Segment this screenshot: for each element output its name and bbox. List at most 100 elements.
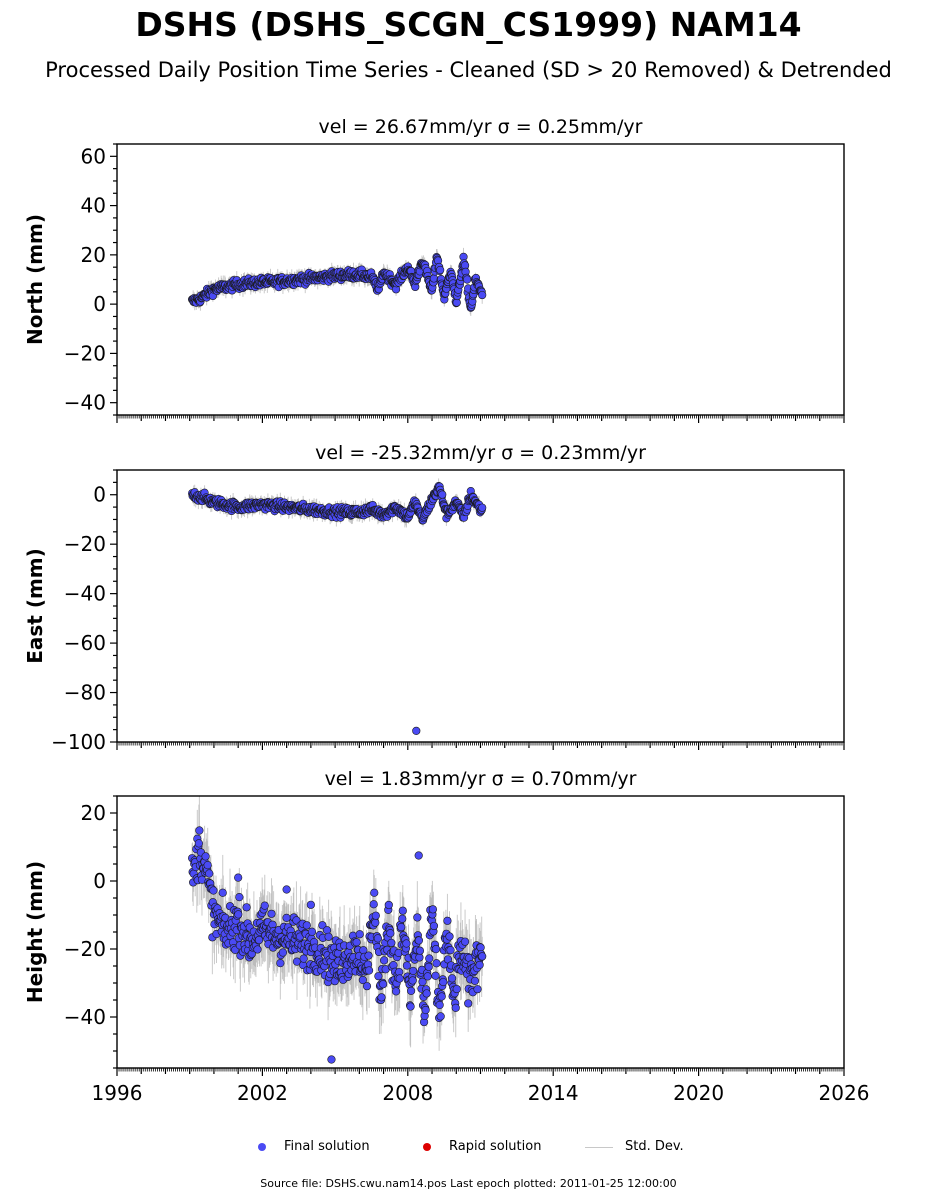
data-point (380, 956, 389, 965)
data-point (391, 987, 401, 996)
footer-source: Source file: DSHS.cwu.nam14.pos Last epo… (260, 1177, 677, 1190)
data-point (431, 945, 441, 954)
data-point (414, 936, 423, 945)
data-point (371, 918, 380, 927)
data-point (418, 977, 427, 986)
data-point (398, 906, 407, 915)
data-point (409, 966, 418, 976)
x-tick-label: 2026 (819, 1081, 870, 1105)
data-point (276, 959, 285, 968)
legend-std-label: Std. Dev. (625, 1139, 684, 1154)
data-point (373, 934, 382, 943)
data-point (292, 957, 302, 966)
data-point (209, 886, 218, 895)
data-point (439, 977, 448, 987)
data-point (429, 921, 439, 931)
data-point (438, 490, 447, 499)
chart-title: DSHS (DSHS_SCGN_CS1999) NAM14 (135, 5, 802, 44)
data-point (415, 953, 424, 962)
data-point (195, 826, 204, 835)
data-point (378, 980, 388, 989)
data-point (397, 923, 406, 932)
x-tick-label: 2020 (673, 1081, 724, 1105)
data-point (445, 932, 454, 941)
data-point (352, 938, 361, 947)
data-point (437, 992, 446, 1001)
data-point (398, 914, 407, 923)
data-point (318, 921, 327, 930)
data-point (282, 913, 291, 922)
data-point (413, 913, 422, 922)
data-point (364, 966, 374, 975)
data-point (254, 935, 264, 945)
data-point (307, 927, 317, 936)
data-point (451, 1003, 460, 1012)
y-tick-label: −40 (64, 582, 106, 606)
y-tick-label: −80 (64, 681, 106, 705)
panel-title: vel = 1.83mm/yr σ = 0.70mm/yr (325, 768, 637, 790)
outlier-point (412, 726, 421, 735)
y-axis-label: Height (mm) (23, 861, 47, 1003)
panel-height: vel = 1.83mm/yr σ = 0.70mm/yr Height (mm)… (23, 768, 869, 1105)
data-point (235, 893, 244, 902)
data-point (355, 930, 364, 939)
data-point (201, 852, 210, 861)
x-tick-label: 2002 (237, 1081, 288, 1105)
data-point (402, 961, 412, 970)
y-tick-label: 40 (81, 194, 106, 218)
data-point (478, 290, 487, 300)
data-point (431, 971, 440, 980)
data-point (406, 1002, 415, 1011)
panel-title: vel = -25.32mm/yr σ = 0.23mm/yr (315, 442, 646, 464)
y-axis-label: East (mm) (23, 548, 47, 664)
data-point (395, 974, 404, 983)
outlier-point (327, 1055, 336, 1064)
data-point (478, 503, 487, 512)
data-point (425, 954, 434, 963)
data-point (473, 985, 482, 994)
y-tick-label: 0 (93, 869, 106, 893)
data-point (218, 888, 227, 897)
y-tick-label: 0 (93, 483, 106, 507)
y-tick-label: −100 (51, 730, 106, 754)
data-point (415, 946, 425, 955)
y-tick-label: −20 (64, 532, 106, 556)
rapid-marker-icon (423, 1143, 431, 1151)
data-point (242, 903, 251, 912)
data-point (447, 974, 457, 983)
legend-rapid-label: Rapid solution (449, 1139, 542, 1154)
panel-north: vel = 26.67mm/yr σ = 0.25mm/yr North (mm)… (23, 116, 845, 423)
data-point (234, 910, 243, 919)
data-point (203, 861, 212, 870)
data-point (302, 921, 311, 930)
data-point (422, 989, 431, 998)
data-point (428, 905, 437, 914)
data-point (463, 275, 472, 284)
data-point (267, 909, 276, 918)
final-marker-icon (258, 1143, 266, 1151)
data-point (432, 959, 441, 968)
data-point (464, 999, 473, 1008)
outlier-point (306, 900, 315, 909)
x-tick-label: 1996 (92, 1081, 143, 1105)
data-point (407, 986, 416, 995)
data-point (384, 900, 393, 910)
data-point (358, 975, 367, 985)
y-tick-label: −40 (64, 1005, 106, 1029)
outlier-point (234, 873, 243, 882)
panel-east: vel = -25.32mm/yr σ = 0.23mm/yr East (mm)… (23, 442, 845, 754)
data-point (452, 984, 461, 994)
y-tick-label: 20 (81, 801, 106, 825)
std-line-icon (585, 1146, 613, 1148)
x-tick-label: 2014 (528, 1081, 579, 1105)
data-point (324, 932, 333, 941)
data-point (278, 948, 288, 957)
data-point (386, 929, 395, 938)
data-points (188, 796, 487, 1064)
data-point (446, 946, 455, 955)
data-point (436, 265, 445, 275)
data-point (460, 937, 470, 946)
y-tick-label: −40 (64, 391, 106, 415)
y-tick-label: −20 (64, 937, 106, 961)
plot-frame (116, 143, 845, 416)
